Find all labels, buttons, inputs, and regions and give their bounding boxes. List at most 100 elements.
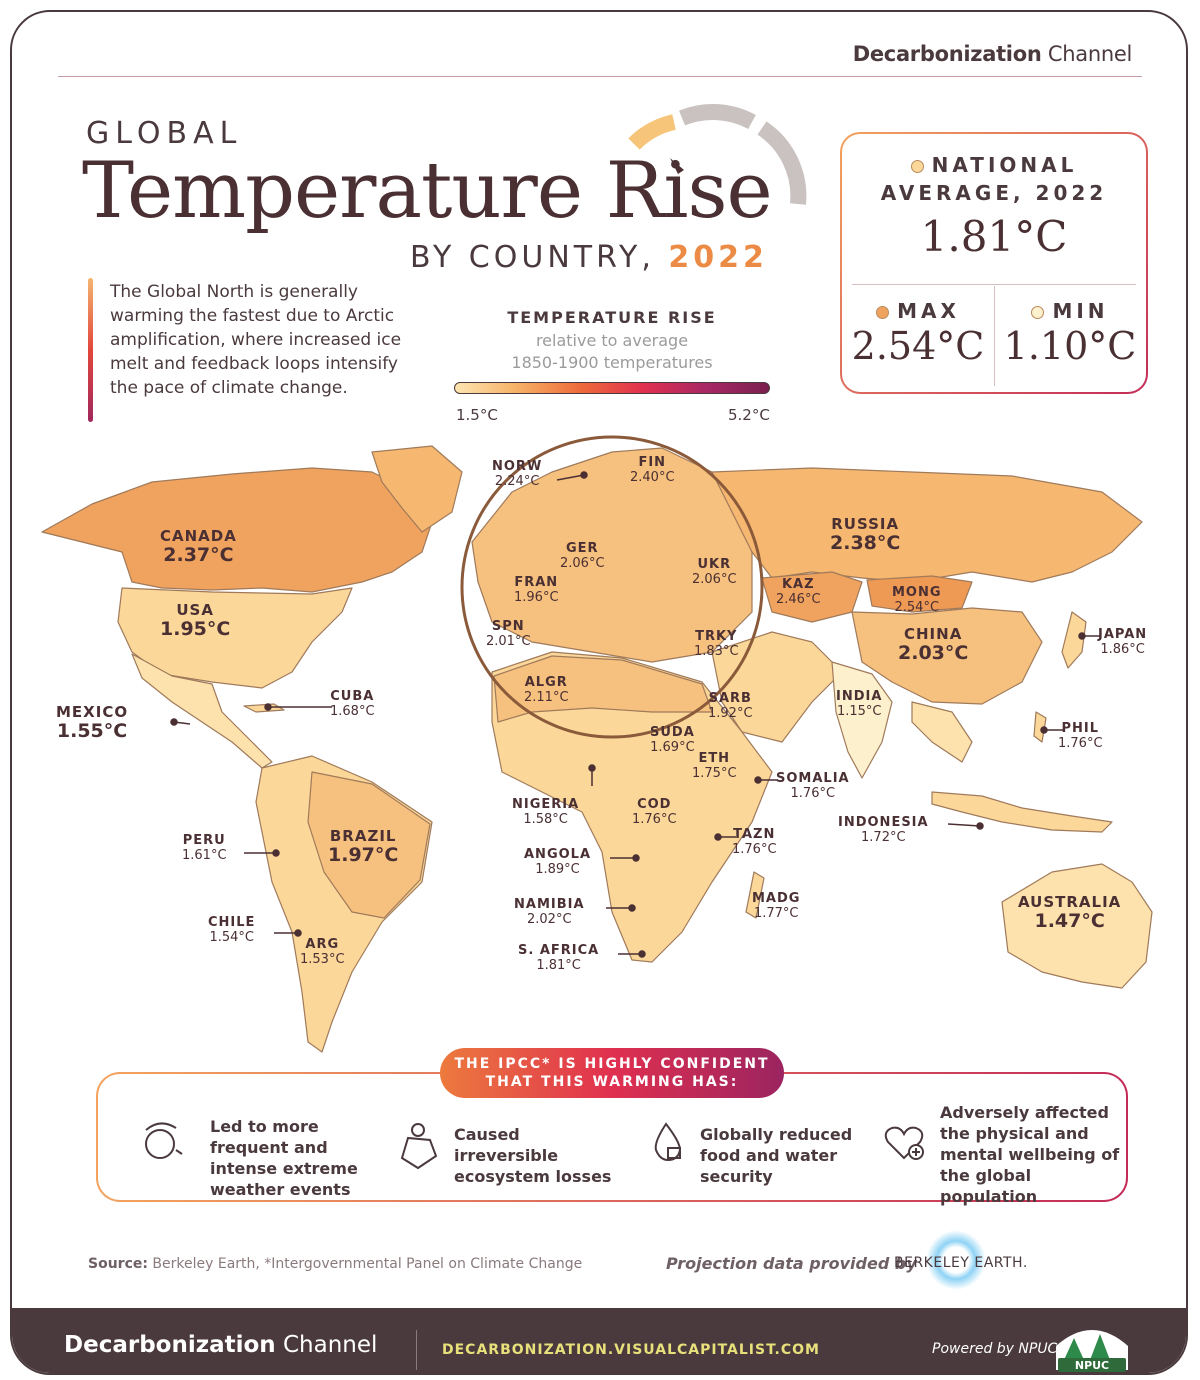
- min-dot-icon: [1031, 306, 1045, 319]
- label-mexico: MEXICO 1.55°C: [56, 703, 129, 743]
- legend-gradient-bar: [454, 382, 770, 394]
- label-peru: PERU 1.61°C: [182, 833, 227, 863]
- label-ukr: UKR 2.06°C: [692, 557, 737, 587]
- label-arg: ARG 1.53°C: [300, 937, 345, 967]
- europe-zoom-circle: [460, 435, 764, 739]
- label-ger: GER 2.06°C: [560, 541, 605, 571]
- label-norw: NORW 2.24°C: [492, 459, 543, 489]
- label-chile: CHILE 1.54°C: [208, 915, 256, 945]
- label-mong: MONG 2.54°C: [892, 585, 942, 615]
- intro-accent-bar: [88, 278, 93, 422]
- title-subline: BY COUNTRY, 2022: [410, 240, 768, 275]
- label-china: CHINA 2.03°C: [898, 625, 969, 665]
- header-divider: [58, 76, 1142, 77]
- legend-title: TEMPERATURE RISE: [507, 308, 717, 327]
- label-kaz: KAZ 2.46°C: [776, 577, 821, 607]
- ipcc-item-weather: Led to more frequent and intense extreme…: [210, 1117, 358, 1199]
- min-label: MIN: [994, 298, 1146, 324]
- source-note: Source: Berkeley Earth, *Intergovernment…: [88, 1256, 583, 1272]
- extreme-weather-icon: [145, 1122, 183, 1159]
- min-value: 1.10°C: [1003, 324, 1137, 368]
- label-russia: RUSSIA 2.38°C: [830, 515, 901, 555]
- map-brazil: [307, 771, 431, 919]
- ipcc-box: Led to more frequent and intense extreme…: [96, 1072, 1128, 1206]
- footer-bar: [12, 1308, 1186, 1373]
- map-china: [851, 607, 1043, 705]
- map-cuba: [243, 703, 285, 713]
- footer-url[interactable]: DECARBONIZATION.VISUALCAPITALIST.COM: [442, 1342, 820, 1358]
- label-canada: CANADA 2.37°C: [160, 527, 237, 567]
- infographic-frame: Decarbonization Channel GLOBAL Temperatu…: [10, 10, 1188, 1375]
- ipcc-item-food: Globally reduced food and water security: [700, 1125, 853, 1186]
- world-map: [41, 435, 1153, 1053]
- projection-note: Projection data provided by: [666, 1254, 917, 1273]
- npuc-logo-icon: NPUC: [1056, 1330, 1128, 1372]
- map-india: [831, 661, 893, 779]
- legend-min-label: 1.5°C: [456, 406, 498, 424]
- page-title: Temperature Rise: [82, 146, 773, 236]
- label-brazil: BRAZIL 1.97°C: [328, 827, 399, 867]
- map-usa: [117, 587, 353, 689]
- label-spn: SPN 2.01°C: [486, 619, 531, 649]
- map-indonesia: [931, 791, 1113, 833]
- label-nigeria: NIGERIA 1.58°C: [512, 797, 580, 827]
- footer-brand: Decarbonization Channel: [64, 1332, 378, 1358]
- berkeley-glow-icon: [926, 1230, 986, 1290]
- berkeley-earth-logo: BERKELEY EARTH.: [894, 1255, 1028, 1271]
- label-usa: USA 1.95°C: [160, 601, 231, 641]
- legend-subtitle: relative to average 1850-1900 temperature…: [511, 331, 713, 372]
- svg-text:NPUC: NPUC: [1075, 1359, 1109, 1372]
- ipcc-pill: THE IPCC* IS HIGHLY CONFIDENT THAT THIS W…: [440, 1048, 784, 1098]
- max-label: MAX: [842, 298, 994, 324]
- national-average-label: NATIONAL: [842, 152, 1146, 178]
- label-indonesia: INDONESIA 1.72°C: [838, 815, 929, 845]
- map-canada: [41, 467, 433, 593]
- label-fin: FIN 2.40°C: [630, 455, 675, 485]
- ipcc-item-wellbeing: Adversely affected the physical and ment…: [940, 1103, 1120, 1206]
- map-europe: [471, 447, 753, 663]
- ipcc-item-ecosystem: Caused irreversible ecosystem losses: [454, 1125, 612, 1186]
- map-philippines: [1033, 711, 1047, 743]
- map-north-africa: [493, 655, 713, 723]
- label-japan: JAPAN 1.86°C: [1098, 627, 1148, 657]
- map-madagascar: [745, 871, 765, 919]
- label-algr: ALGR 2.11°C: [524, 675, 569, 705]
- title-global: GLOBAL: [86, 116, 243, 151]
- label-tazn: TAZN 1.76°C: [732, 827, 777, 857]
- map-russia: [711, 467, 1143, 583]
- label-s-africa: S. AFRICA 1.81°C: [518, 943, 600, 973]
- ecosystem-icon: [400, 1123, 438, 1170]
- label-suda: SUDA 1.69°C: [650, 725, 695, 755]
- intro-text: The Global North is generally warming th…: [110, 282, 402, 398]
- footer-separator: [416, 1330, 417, 1370]
- map-mexico: [131, 653, 273, 769]
- label-trky: TRKY 1.83°C: [694, 629, 739, 659]
- max-value: 2.54°C: [851, 324, 985, 368]
- water-drop-icon: [654, 1122, 682, 1162]
- map-australia: [1001, 863, 1153, 989]
- map-japan: [1061, 611, 1087, 669]
- legend-max-label: 5.2°C: [728, 406, 770, 424]
- label-cod: COD 1.76°C: [632, 797, 677, 827]
- label-cuba: CUBA 1.68°C: [330, 689, 375, 719]
- map-mongolia: [866, 575, 973, 613]
- label-namibia: NAMIBIA 2.02°C: [514, 897, 585, 927]
- label-angola: ANGOLA 1.89°C: [524, 847, 592, 877]
- label-sarb: SARB 1.92°C: [708, 691, 753, 721]
- brand-logo-top: Decarbonization Channel: [852, 42, 1133, 66]
- label-fran: FRAN 1.96°C: [514, 575, 559, 605]
- map-greenland: [371, 445, 463, 533]
- national-average-label-2: AVERAGE, 2022: [880, 181, 1108, 205]
- stats-vdivider: [994, 286, 995, 386]
- gauge-icon: [628, 104, 807, 205]
- label-eth: ETH 1.75°C: [692, 751, 737, 781]
- footer-powered: Powered by NPUC: [932, 1341, 1058, 1357]
- stats-box: NATIONAL AVERAGE, 2022 1.81°C MAX 2.54°C…: [840, 132, 1148, 394]
- map-se-asia: [911, 701, 973, 763]
- stats-divider: [852, 284, 1136, 285]
- label-australia: AUSTRALIA 1.47°C: [1018, 893, 1122, 933]
- national-dot-icon: [910, 160, 924, 173]
- label-phil: PHIL 1.76°C: [1058, 721, 1103, 751]
- label-somalia: SOMALIA 1.76°C: [776, 771, 850, 801]
- max-dot-icon: [876, 306, 890, 319]
